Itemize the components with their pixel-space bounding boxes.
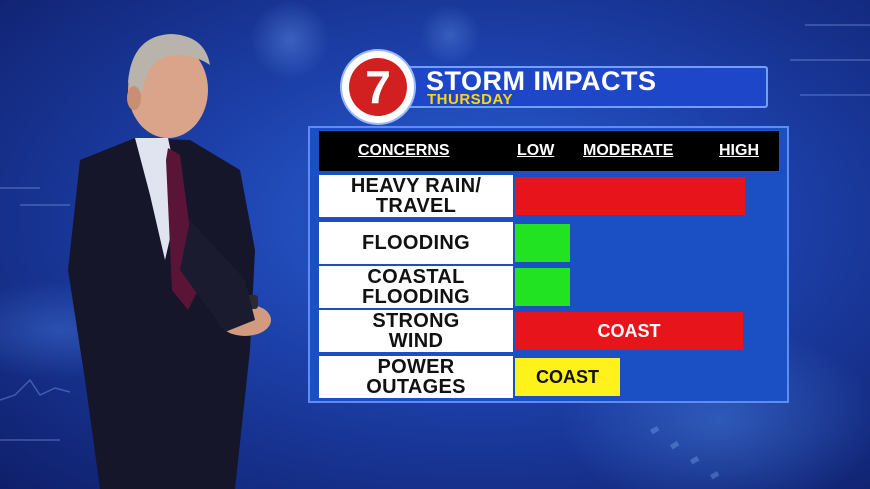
concern-label-line: STRONG (372, 310, 460, 332)
column-header-high: HIGH (719, 142, 759, 159)
concern-label-line: OUTAGES (366, 376, 466, 398)
impact-level-bar (515, 224, 570, 262)
page-title: STORM IMPACTS (426, 66, 657, 96)
concern-label-line: POWER (377, 356, 455, 378)
board-header-row (319, 131, 779, 171)
concern-label: FLOODING (319, 222, 513, 264)
station-logo: 7 (342, 51, 414, 123)
presenter-figure (68, 34, 271, 489)
concern-label-line: COASTAL (367, 266, 465, 288)
concern-label: HEAVY RAIN/TRAVEL (319, 175, 513, 217)
impact-level-bar (515, 177, 745, 215)
header-banner (400, 66, 768, 108)
logo-number: 7 (349, 58, 407, 116)
concern-label: STRONG WIND (319, 310, 513, 352)
impact-level-bar: COAST (515, 358, 620, 396)
column-header-concerns: CONCERNS (358, 142, 450, 159)
bar-label: COAST (597, 320, 661, 341)
concern-label: POWER OUTAGES (319, 356, 513, 398)
concern-label-line: FLOODING (362, 232, 470, 254)
bar-label: COAST (536, 366, 599, 387)
impact-level-bar (515, 268, 570, 306)
column-header-moderate: MODERATE (583, 142, 674, 159)
impact-level-bar: COAST (515, 312, 743, 350)
column-header-low: LOW (517, 142, 555, 159)
concern-label-line: FLOODING (362, 286, 470, 308)
page-subtitle: THURSDAY (427, 91, 513, 108)
concern-label-line: TRAVEL (375, 195, 457, 217)
concern-label-line: WIND (388, 330, 444, 352)
concern-label: COASTAL FLOODING (319, 266, 513, 308)
concern-label-line: HEAVY RAIN/ (350, 175, 482, 197)
